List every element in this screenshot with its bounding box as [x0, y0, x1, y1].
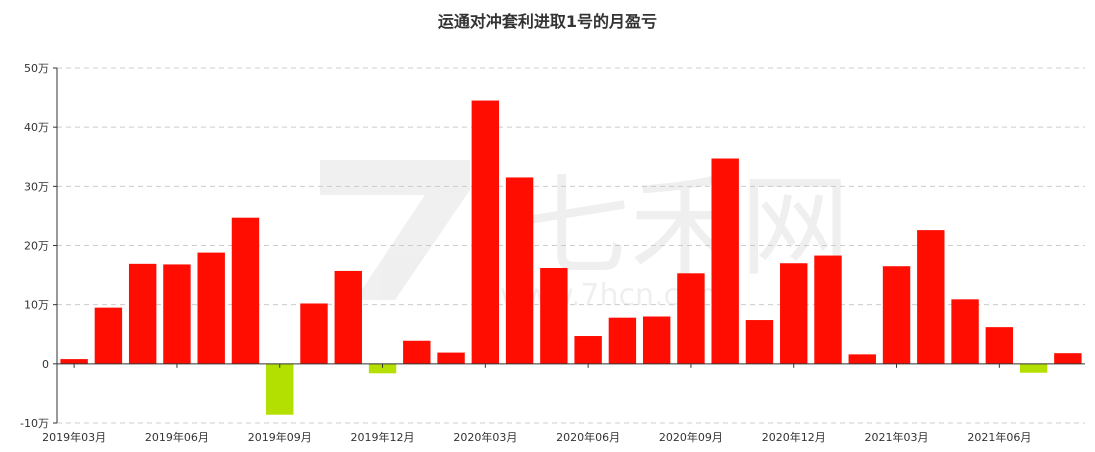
axes: [56, 68, 1085, 423]
x-tick-label: 2020年12月: [762, 430, 826, 444]
bar-2021年08月: [1054, 353, 1082, 364]
y-tick-label: 20万: [24, 240, 49, 253]
bar-2020年01月: [403, 340, 431, 364]
x-tick-label: 2020年03月: [453, 430, 517, 444]
bar-2020年08月: [642, 316, 671, 364]
bar-2019年06月: [163, 264, 191, 364]
x-tick-label: 2020年06月: [556, 430, 620, 444]
bars: [60, 100, 1082, 415]
bar-2020年10月: [711, 158, 739, 364]
bar-2019年04月: [94, 307, 123, 364]
bar-2021年02月: [848, 354, 876, 364]
bar-2020年04月: [505, 177, 534, 364]
x-tick-label: 2021年03月: [865, 430, 929, 444]
bar-2019年07月: [197, 252, 225, 364]
bar-2020年11月: [745, 320, 774, 364]
bar-2021年04月: [917, 230, 945, 364]
y-tick-labels: -10万 0 10万 20万 30万 40万 50万: [20, 62, 49, 430]
y-tick-label: 40万: [24, 121, 49, 134]
watermark: 七禾网 www.7hcn.com: [320, 160, 850, 313]
bar-2020年07月: [608, 317, 637, 364]
bar-2020年02月: [437, 352, 465, 364]
bar-2021年03月: [882, 266, 911, 364]
bar-2020年09月: [677, 273, 705, 364]
x-tick-label: 2020年09月: [659, 430, 723, 444]
bar-2020年12月: [780, 263, 808, 364]
x-tick-label: 2021年06月: [967, 430, 1031, 444]
bar-2019年11月: [334, 270, 362, 364]
bar-2020年05月: [540, 267, 568, 364]
bar-2019年10月: [300, 303, 328, 364]
bar-2021年05月: [951, 299, 979, 364]
x-tick-label: 2019年06月: [145, 430, 209, 444]
bar-2021年06月: [985, 327, 1014, 364]
bar-2020年06月: [574, 336, 602, 364]
bar-2019年05月: [128, 263, 157, 364]
x-tick-label: 2019年09月: [248, 430, 312, 444]
y-tick-label: -10万: [20, 417, 49, 430]
bar-2021年01月: [814, 255, 842, 364]
x-tick-labels: 2019年03月 2019年06月 2019年09月 2019年12月 2020年03月…: [42, 430, 1031, 444]
bar-2019年12月: [368, 363, 397, 374]
x-tick-label: 2019年12月: [351, 430, 415, 444]
chart-title: 运通对冲套利进取1号的月盈亏: [437, 12, 658, 31]
bar-2020年03月: [471, 100, 500, 364]
y-tick-label: 30万: [24, 180, 49, 193]
bar-2021年07月: [1019, 363, 1048, 373]
y-tick-label: 10万: [24, 299, 49, 312]
bar-2019年09月: [266, 363, 294, 415]
grid-lines: [53, 67, 1085, 424]
x-tick-label: 2019年03月: [42, 430, 106, 444]
y-tick-label: 50万: [24, 62, 49, 75]
bar-2019年03月: [60, 359, 88, 364]
bar-2019年08月: [231, 217, 260, 364]
y-tick-label: 0: [42, 358, 49, 371]
